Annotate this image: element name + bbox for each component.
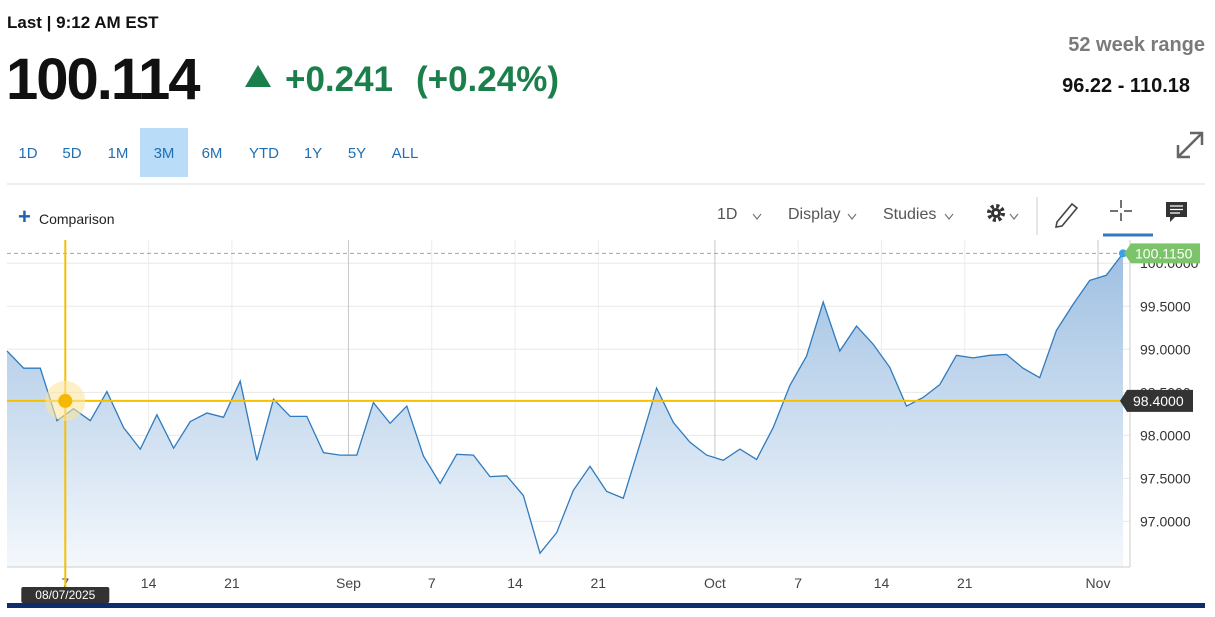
area [7, 253, 1123, 568]
x-tick-label: Sep [336, 575, 361, 591]
expand-icon[interactable] [1176, 131, 1204, 159]
x-tick-label: 7 [428, 575, 436, 591]
draw-icon[interactable] [1054, 202, 1079, 228]
crosshair-icon[interactable] [1110, 200, 1132, 221]
last-time: Last | 9:12 AM EST [7, 13, 159, 32]
crosshair-date: 08/07/2025 [35, 588, 95, 602]
plot: 71421Sep71421Oct71421Nov97.000097.500098… [6, 240, 1200, 603]
change-pct: (+0.24%) [416, 60, 559, 99]
chevrons [752, 213, 1019, 220]
y-tick-label: 99.5000 [1140, 298, 1191, 314]
comparison[interactable]: Comparison [39, 211, 114, 227]
y-tick-label: 99.0000 [1140, 341, 1191, 357]
range-button[interactable]: 3M [154, 145, 175, 162]
comment-icon[interactable] [1166, 202, 1187, 222]
x-tick-label: 14 [874, 575, 890, 591]
y-tick-label: 97.5000 [1140, 470, 1191, 486]
range-button[interactable]: 5Y [348, 145, 366, 162]
crosshair-flag [1120, 389, 1193, 412]
x-tick-label: 21 [224, 575, 240, 591]
range-button[interactable]: YTD [249, 145, 279, 162]
settings-icon[interactable] [987, 204, 1005, 222]
crosshair-value-label: 98.4000 [1133, 393, 1184, 409]
crosshair-dot [58, 393, 73, 408]
x-tick-label: Oct [704, 575, 726, 591]
up-arrow [245, 65, 271, 87]
line [6, 252, 1124, 555]
range-buttons: 1D 5D 1M 3M 6M YTD 1Y 5Y ALL [18, 128, 418, 177]
change: +0.241 [285, 60, 393, 99]
plus-icon[interactable]: + [18, 204, 31, 229]
range-button[interactable]: 5D [62, 145, 81, 162]
range-button[interactable]: ALL [392, 145, 419, 162]
range-button[interactable]: 1Y [304, 145, 322, 162]
studies[interactable]: Studies [883, 206, 936, 223]
last-point [1119, 249, 1127, 258]
range-button[interactable]: 1M [108, 145, 129, 162]
display[interactable]: Display [788, 206, 840, 223]
x-tick-label: 14 [507, 575, 523, 591]
interval[interactable]: 1D [717, 206, 737, 223]
last-price-flag [1124, 243, 1200, 264]
range-button[interactable]: 1D [18, 145, 37, 162]
x-tick-label: Nov [1086, 575, 1111, 591]
x-tick-label: 21 [591, 575, 607, 591]
bottom-bar [7, 603, 1205, 608]
range-selected [140, 128, 188, 177]
price: 100.114 [6, 47, 200, 112]
range-title: 52 week range [1068, 34, 1205, 56]
x-tick-label: 7 [794, 575, 802, 591]
range-button[interactable]: 6M [202, 145, 223, 162]
last-price-label: 100.1150 [1135, 245, 1193, 261]
y-tick-label: 98.0000 [1140, 427, 1191, 443]
x-tick-label: 21 [957, 575, 973, 591]
range-value: 96.22 - 110.18 [1062, 75, 1190, 97]
date-flag [21, 587, 110, 603]
x-tick-label: 14 [141, 575, 157, 591]
y-tick-label: 97.0000 [1140, 513, 1191, 529]
